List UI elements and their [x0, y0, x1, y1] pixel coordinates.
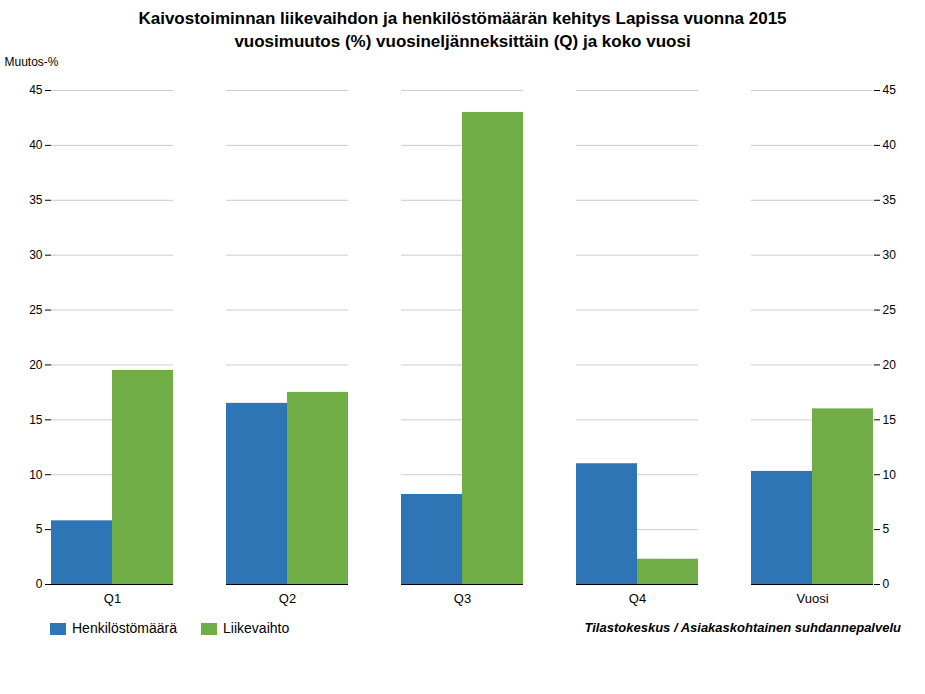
- svg-text:45: 45: [29, 83, 43, 97]
- svg-text:20: 20: [29, 358, 43, 372]
- svg-text:45: 45: [883, 83, 897, 97]
- svg-text:Q2: Q2: [279, 591, 296, 606]
- svg-text:5: 5: [36, 522, 43, 536]
- svg-text:35: 35: [883, 193, 897, 207]
- svg-text:25: 25: [29, 303, 43, 317]
- html-text:Kaivostoiminnan liikevaihdon j: Kaivostoiminnan liikevaihdon ja henkilös…: [138, 9, 787, 28]
- svg-text:Q1: Q1: [104, 591, 121, 606]
- svg-text:25: 25: [883, 303, 897, 317]
- svg-text:5: 5: [883, 522, 890, 536]
- svg-text:10: 10: [883, 467, 897, 481]
- svg-text:30: 30: [29, 248, 43, 262]
- svg-text:20: 20: [883, 358, 897, 372]
- svg-text:0: 0: [36, 577, 43, 591]
- html-text:Henkilöstömäärä: Henkilöstömäärä: [72, 619, 178, 636]
- svg-text:15: 15: [883, 413, 897, 427]
- html-text:Liikevaihto: Liikevaihto: [223, 619, 290, 636]
- html-text:vuosimuutos (%) vuosineljännek: vuosimuutos (%) vuosineljänneksittäin (Q…: [234, 31, 691, 51]
- svg-text:Vuosi: Vuosi: [796, 591, 828, 606]
- svg-text:15: 15: [29, 413, 43, 427]
- svg-text:30: 30: [883, 248, 897, 262]
- svg-text:40: 40: [29, 138, 43, 152]
- svg-text:10: 10: [29, 467, 43, 481]
- svg-text:40: 40: [883, 138, 897, 152]
- svg-text:Muutos-%: Muutos-%: [5, 55, 59, 69]
- svg-text:Q4: Q4: [629, 591, 646, 606]
- svg-text:35: 35: [29, 193, 43, 207]
- svg-text:Q3: Q3: [454, 591, 471, 606]
- svg-text:0: 0: [883, 577, 890, 591]
- html-text:Tilastokeskus / Asiakaskohtain: Tilastokeskus / Asiakaskohtainen suhdann…: [584, 620, 901, 636]
